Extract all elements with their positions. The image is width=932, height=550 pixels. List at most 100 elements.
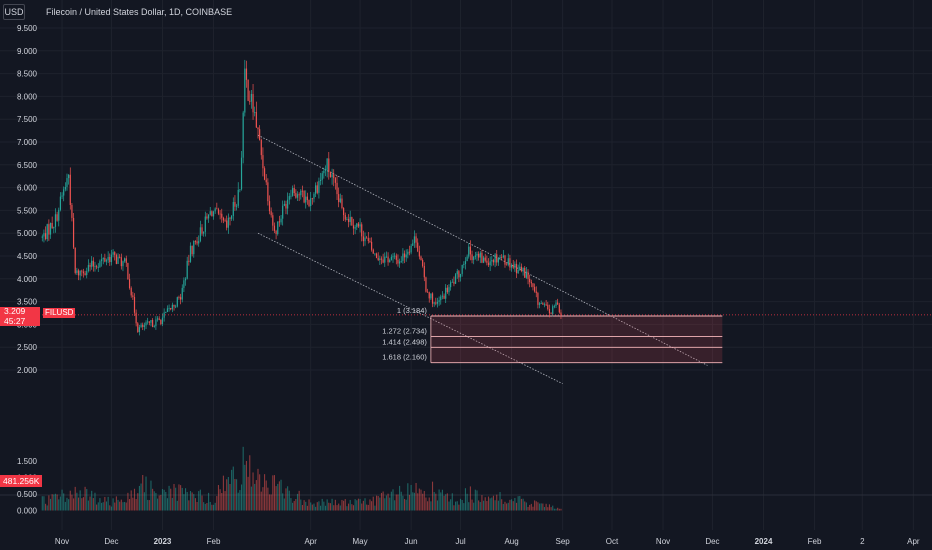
volume-bar (511, 499, 513, 511)
volume-bar (387, 493, 389, 511)
candle-body (204, 216, 206, 232)
candle-body (538, 303, 541, 305)
volume-bar (224, 491, 226, 511)
volume-bar (377, 496, 379, 511)
candle-body (267, 182, 269, 202)
volume-bar (504, 501, 506, 511)
candle-body (263, 168, 266, 180)
volume-bar (152, 488, 154, 511)
candle-body (254, 112, 256, 113)
candle-body (156, 318, 159, 320)
candle-body (451, 281, 453, 283)
candle-body (469, 246, 472, 255)
volume-bar (264, 474, 266, 511)
volume-bar (287, 486, 289, 511)
candle-body (496, 254, 498, 263)
candle-body (196, 241, 198, 244)
price-tick-label: 9.500 (17, 24, 38, 33)
candle-body (227, 217, 229, 228)
candle-body (542, 303, 544, 305)
volume-bar (51, 494, 53, 511)
volume-bar (542, 503, 544, 511)
volume-bar (275, 486, 277, 511)
volume-bar (397, 494, 399, 511)
candle-body (166, 308, 169, 313)
candle-body (497, 258, 499, 263)
candle-body (54, 214, 57, 227)
volume-bar (306, 505, 308, 511)
volume-bar (468, 502, 470, 511)
candle-body (319, 179, 322, 182)
candle-body (459, 273, 462, 278)
volume-bar (127, 492, 129, 511)
volume-bar (539, 503, 541, 511)
volume-bar (247, 476, 249, 511)
volume-bar (540, 503, 542, 511)
volume-bar (305, 501, 307, 511)
volume-bar (524, 501, 526, 511)
volume-bar (132, 497, 134, 511)
price-tick-label: 5.000 (17, 229, 38, 238)
candle-body (107, 256, 109, 261)
candle-body (369, 240, 371, 242)
volume-bar (527, 506, 529, 511)
volume-bar (89, 496, 91, 511)
candle-body (160, 319, 162, 324)
candle-body (426, 291, 429, 293)
candle-body (473, 256, 475, 261)
volume-bar (494, 500, 496, 511)
volume-bar (71, 494, 73, 511)
volume-bar (181, 487, 183, 511)
volume-bar (519, 495, 521, 511)
currency-button[interactable]: USD (3, 4, 25, 20)
volume-bar (548, 504, 550, 511)
volume-bar (77, 497, 80, 511)
candle-body (137, 323, 139, 333)
candle-body (464, 261, 467, 265)
time-tick-label: 2023 (154, 537, 172, 546)
candle-body (425, 277, 427, 292)
candle-body (235, 205, 238, 207)
candle-body (119, 256, 121, 258)
candle-body (385, 256, 388, 258)
volume-bar (245, 460, 248, 511)
channel-upper-line (257, 134, 708, 366)
candle-body (479, 252, 481, 258)
candle-body (529, 278, 531, 283)
candle-body (48, 224, 50, 235)
volume-bar (133, 488, 136, 511)
time-tick-label: Dec (104, 537, 118, 546)
volume-bar (79, 490, 81, 511)
volume-bar (427, 501, 429, 511)
candle-body (58, 209, 60, 221)
volume-bar (273, 475, 276, 511)
candle-body (150, 319, 152, 323)
volume-bar (557, 507, 559, 511)
volume-bar (240, 484, 243, 511)
candle-body (441, 295, 444, 297)
price-tick-label: 4.000 (17, 275, 38, 284)
volume-bar (188, 500, 190, 511)
candle-body (155, 319, 157, 327)
volume-bar (392, 489, 394, 511)
candle-body (359, 224, 361, 227)
candle-body (170, 308, 172, 310)
candle-body (124, 258, 126, 262)
candle-body (171, 304, 173, 310)
candle-body (484, 257, 486, 261)
volume-bar (464, 488, 467, 511)
volume-bar (249, 455, 251, 511)
volume-bar (158, 495, 160, 511)
volume-bar (471, 499, 473, 511)
candle-body (189, 245, 192, 262)
volume-bar (194, 498, 196, 511)
candle-body (338, 194, 340, 203)
candle-body (216, 208, 218, 210)
volume-bar (435, 493, 437, 511)
volume-bar (122, 502, 124, 511)
volume-bar (232, 466, 234, 511)
volume-bar (535, 501, 537, 511)
candle-body (173, 304, 175, 307)
volume-bar (412, 492, 414, 511)
